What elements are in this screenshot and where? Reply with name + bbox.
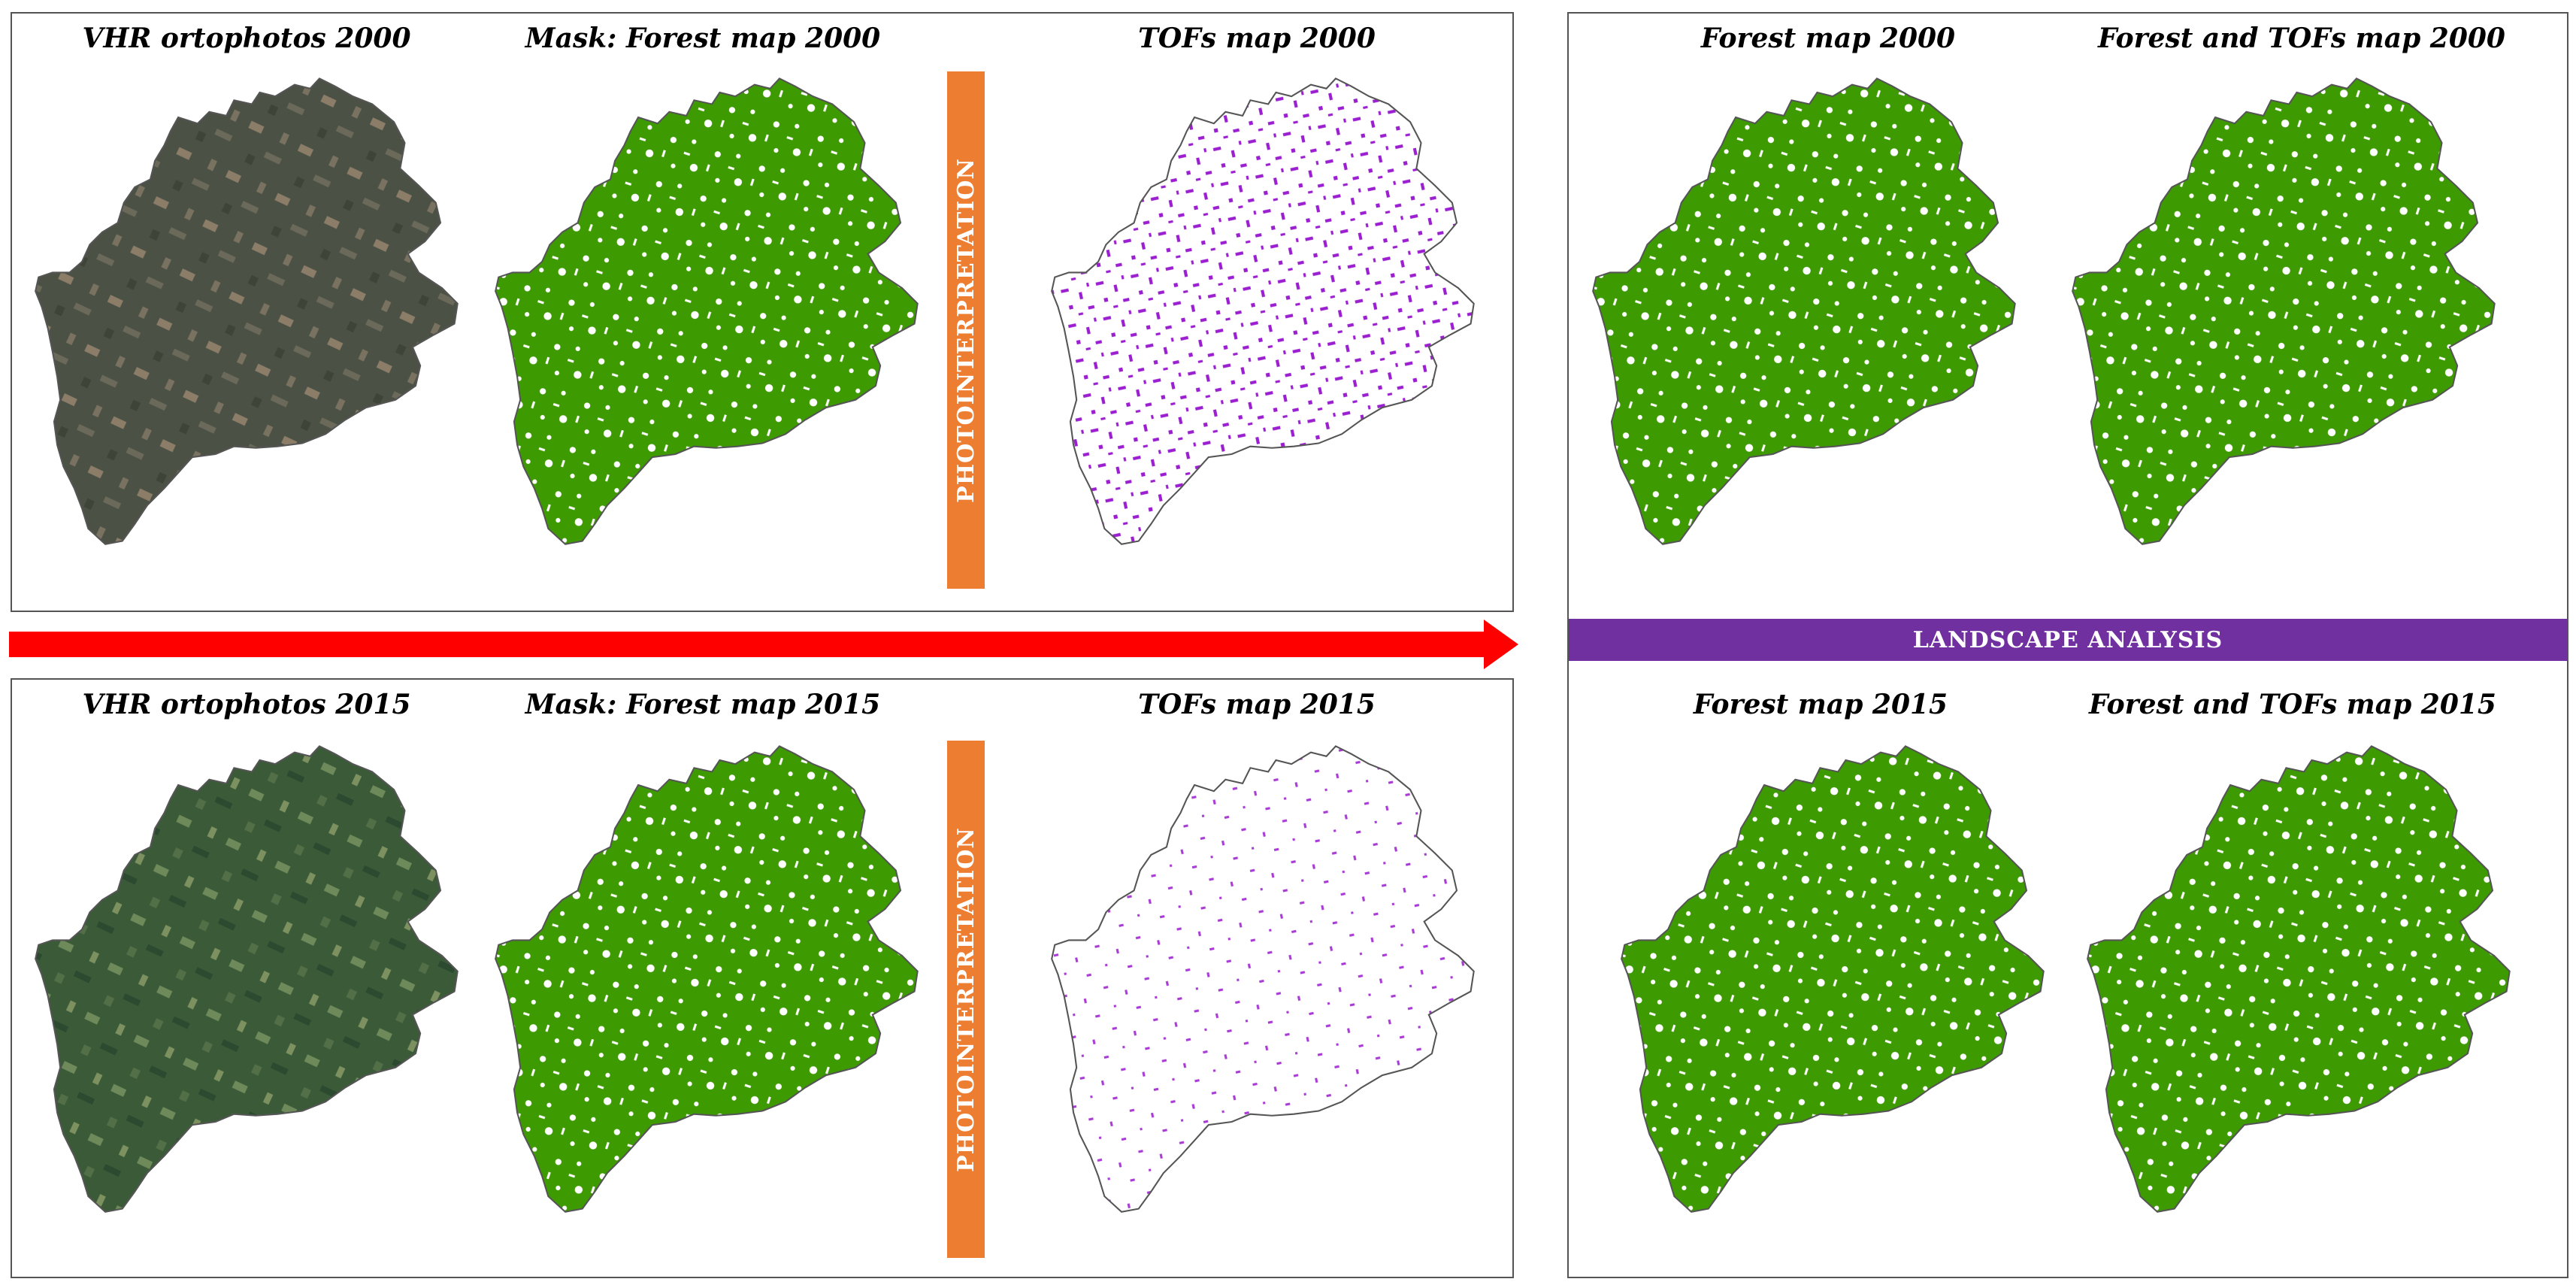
photointerpretation-bar-2015: PHOTOINTERPRETATION	[947, 741, 985, 1258]
forest-tofs-2015-title: Forest and TOFs map 2015	[2089, 689, 2496, 720]
flow-arrow	[9, 620, 1518, 669]
ortho-2000-title: VHR ortophotos 2000	[82, 23, 411, 54]
tofs-2015-map	[1051, 745, 1475, 1213]
landscape-analysis-label: LANDSCAPE ANALYSIS	[1912, 626, 2223, 653]
forest-2015-map	[1621, 745, 2045, 1213]
forest-tofs-2000-title: Forest and TOFs map 2000	[2098, 23, 2505, 54]
forest-mask-2000-map	[495, 77, 919, 545]
forest-mask-2000-title: Mask: Forest map 2000	[525, 23, 881, 54]
photointerpretation-label-2015: PHOTOINTERPRETATION	[952, 826, 979, 1172]
tofs-2015-title: TOFs map 2015	[1138, 689, 1376, 720]
forest-2000-title: Forest map 2000	[1700, 23, 1956, 54]
forest-2015-title: Forest map 2015	[1693, 689, 1948, 720]
photointerpretation-bar-2000: PHOTOINTERPRETATION	[947, 71, 985, 589]
forest-mask-2015-title: Mask: Forest map 2015	[525, 689, 881, 720]
forest-2000-map	[1592, 77, 2016, 545]
forest-mask-2015-map	[495, 745, 919, 1213]
ortho-2015-map	[35, 745, 459, 1213]
ortho-2015-title: VHR ortophotos 2015	[82, 689, 411, 720]
tofs-2000-map	[1051, 77, 1475, 545]
ortho-2000-map	[35, 77, 459, 545]
landscape-analysis-bar: LANDSCAPE ANALYSIS	[1569, 619, 2567, 661]
photointerpretation-label-2000: PHOTOINTERPRETATION	[952, 157, 979, 503]
tofs-2000-title: TOFs map 2000	[1138, 23, 1376, 54]
forest-tofs-2000-map	[2072, 77, 2496, 545]
forest-tofs-2015-map	[2087, 745, 2511, 1213]
